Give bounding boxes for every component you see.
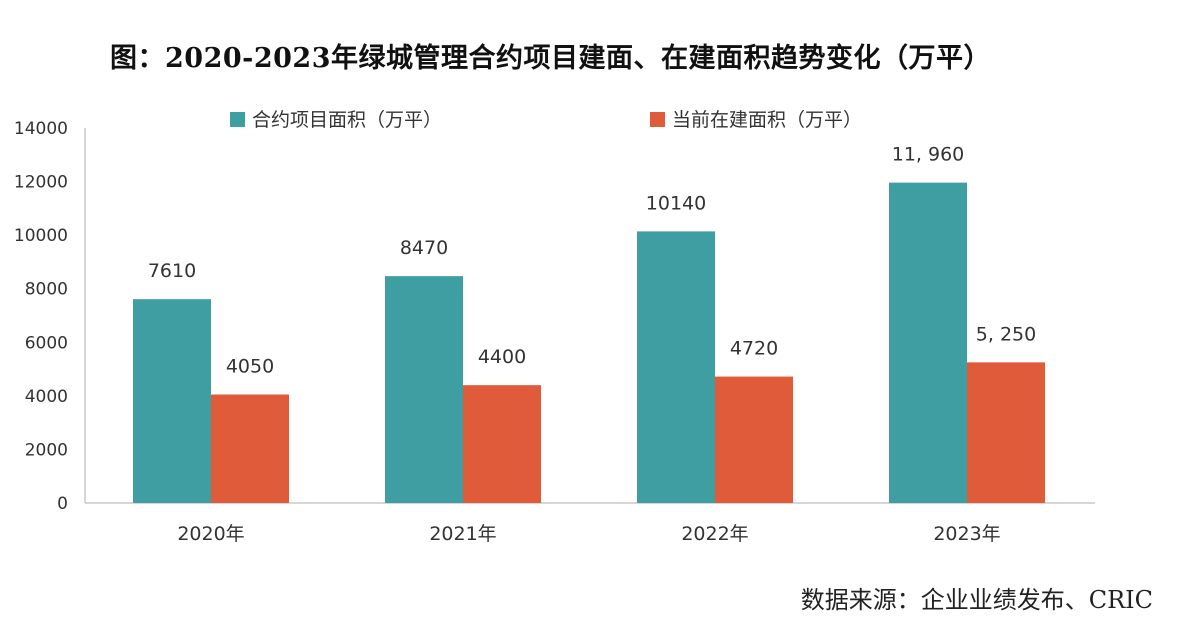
bar-contract-area-3 xyxy=(637,231,715,503)
bar-under-construction-4 xyxy=(967,362,1045,503)
data-label: 11, 960 xyxy=(892,144,965,166)
x-tick-label: 2023年 xyxy=(933,523,1000,545)
y-tick-label: 12000 xyxy=(14,173,68,193)
y-tick-label: 6000 xyxy=(25,333,68,353)
y-tick-label: 0 xyxy=(57,494,68,514)
y-tick-label: 4000 xyxy=(25,387,68,407)
data-label: 7610 xyxy=(148,260,196,282)
data-label: 8470 xyxy=(400,237,448,259)
y-tick-label: 8000 xyxy=(25,280,68,300)
chart-title: 图：2020-2023年绿城管理合约项目建面、在建面积趋势变化（万平） xyxy=(110,43,991,74)
legend-swatch xyxy=(230,112,245,127)
legend-label: 合约项目面积（万平） xyxy=(252,109,442,131)
bar-under-construction-1 xyxy=(211,394,289,503)
data-label: 4050 xyxy=(226,356,274,378)
bar-under-construction-2 xyxy=(463,385,541,503)
bar-contract-area-4 xyxy=(889,182,967,503)
y-tick-label: 14000 xyxy=(14,119,68,139)
data-source-note: 数据来源：企业业绩发布、CRIC xyxy=(800,586,1153,614)
x-tick-label: 2021年 xyxy=(429,523,496,545)
y-tick-label: 10000 xyxy=(14,226,68,246)
bar-contract-area-1 xyxy=(133,299,211,503)
data-label: 4400 xyxy=(478,346,526,368)
data-label: 5, 250 xyxy=(976,323,1036,345)
data-label: 4720 xyxy=(730,338,778,360)
bar-contract-area-2 xyxy=(385,276,463,503)
data-label: 10140 xyxy=(646,192,706,214)
legend-label: 当前在建面积（万平） xyxy=(672,109,862,131)
bar-under-construction-3 xyxy=(715,376,793,503)
x-tick-label: 2020年 xyxy=(177,523,244,545)
legend-swatch xyxy=(650,112,665,127)
y-tick-label: 2000 xyxy=(25,440,68,460)
x-tick-label: 2022年 xyxy=(681,523,748,545)
